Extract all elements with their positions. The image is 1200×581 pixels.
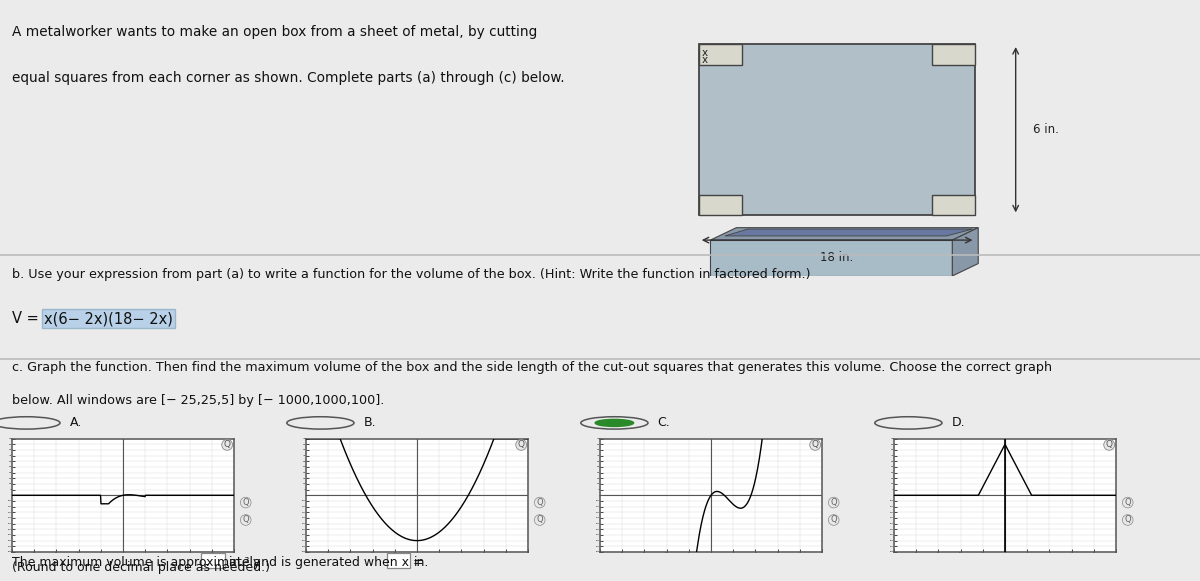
Bar bbox=[698, 44, 742, 65]
Text: Q: Q bbox=[242, 498, 250, 507]
Text: Q: Q bbox=[830, 515, 838, 525]
Text: A metalworker wants to make an open box from a sheet of metal, by cutting: A metalworker wants to make an open box … bbox=[12, 25, 538, 40]
Text: B.: B. bbox=[364, 417, 377, 429]
Text: x(6− 2x)(18− 2x): x(6− 2x)(18− 2x) bbox=[43, 311, 173, 326]
Text: C.: C. bbox=[658, 417, 671, 429]
Text: Q: Q bbox=[1105, 440, 1112, 449]
Text: Q: Q bbox=[811, 440, 818, 449]
Text: 18 in.: 18 in. bbox=[821, 251, 853, 264]
Text: 6 in.: 6 in. bbox=[1033, 123, 1058, 136]
Text: Q: Q bbox=[517, 440, 524, 449]
Circle shape bbox=[595, 419, 634, 426]
Text: equal squares from each corner as shown. Complete parts (a) through (c) below.: equal squares from each corner as shown.… bbox=[12, 71, 565, 85]
Text: x: x bbox=[702, 55, 708, 65]
Text: Q: Q bbox=[1124, 498, 1132, 507]
Text: (Round to one decimal place as needed.): (Round to one decimal place as needed.) bbox=[12, 561, 270, 574]
Text: Q: Q bbox=[536, 515, 544, 525]
Text: in.: in. bbox=[414, 556, 428, 569]
Text: in.³ and is generated when x =: in.³ and is generated when x = bbox=[229, 556, 424, 569]
Text: b. Use your expression from part (a) to write a function for the volume of the b: b. Use your expression from part (a) to … bbox=[12, 268, 810, 281]
Text: Q: Q bbox=[536, 498, 544, 507]
Text: Q: Q bbox=[242, 515, 250, 525]
Bar bbox=[932, 44, 976, 65]
Text: x: x bbox=[702, 48, 708, 58]
Text: Q: Q bbox=[1124, 515, 1132, 525]
Bar bbox=[698, 195, 742, 216]
Polygon shape bbox=[710, 228, 978, 240]
Text: V =: V = bbox=[12, 311, 43, 326]
Bar bbox=[932, 195, 976, 216]
Text: c. Graph the function. Then find the maximum volume of the box and the side leng: c. Graph the function. Then find the max… bbox=[12, 361, 1052, 374]
Polygon shape bbox=[710, 240, 953, 276]
Polygon shape bbox=[953, 228, 978, 276]
Text: below. All windows are [− 25,25,5] by [− 1000,1000,100].: below. All windows are [− 25,25,5] by [−… bbox=[12, 394, 384, 407]
Text: D.: D. bbox=[952, 417, 965, 429]
Text: Q: Q bbox=[223, 440, 230, 449]
Bar bbox=[698, 44, 976, 216]
Bar bbox=[386, 553, 410, 568]
Text: A.: A. bbox=[70, 417, 82, 429]
Polygon shape bbox=[725, 229, 972, 236]
Text: The maximum volume is approximately: The maximum volume is approximately bbox=[12, 556, 260, 569]
Bar bbox=[202, 553, 224, 568]
Text: Q: Q bbox=[830, 498, 838, 507]
